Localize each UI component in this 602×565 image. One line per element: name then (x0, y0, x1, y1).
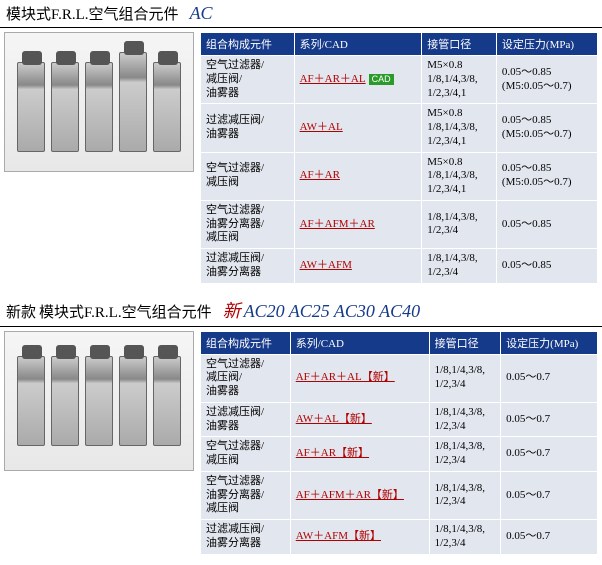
title-new-2: 新 (223, 301, 241, 321)
section-1: 模块式F.R.L.空气组合元件 AC 组合构成元件 系列/CAD 接管口径 设定… (0, 0, 602, 284)
cell-pressure: 0.05～0.7 (501, 520, 598, 555)
cell-port: 1/8,1/4,3/8,1/2,3/4 (429, 402, 501, 437)
cell-series: AW＋AFM (294, 249, 422, 284)
cell-port: 1/8,1/4,3/8,1/2,3/4 (422, 200, 497, 248)
table-row: 空气过滤器/减压阀 AF＋AR【新】 1/8,1/4,3/8,1/2,3/40.05… (201, 437, 598, 472)
table-header-row: 组合构成元件 系列/CAD 接管口径 设定压力(MPa) (201, 331, 598, 354)
col-port: 接管口径 (429, 331, 501, 354)
title-models-2: AC20 AC25 AC30 AC40 (244, 301, 421, 321)
cell-components: 过滤减压阀/油雾器 (201, 104, 295, 152)
table-header-row: 组合构成元件 系列/CAD 接管口径 设定压力(MPa) (201, 33, 598, 56)
spec-table-2: 组合构成元件 系列/CAD 接管口径 设定压力(MPa) 空气过滤器/减压阀/油… (200, 331, 598, 555)
cell-port: 1/8,1/4,3/8,1/2,3/4 (429, 471, 501, 519)
cell-series: AF＋AR＋AL【新】 (290, 354, 429, 402)
series-link[interactable]: AF＋AR【新】 (296, 447, 369, 459)
cell-port: 1/8,1/4,3/8,1/2,3/4 (429, 520, 501, 555)
spec-table-1: 组合构成元件 系列/CAD 接管口径 设定压力(MPa) 空气过滤器/减压阀/油… (200, 32, 598, 284)
title-row-1: 模块式F.R.L.空气组合元件 AC (0, 0, 602, 28)
title-series-1: AC (190, 3, 213, 23)
cell-components: 过滤减压阀/油雾分离器 (201, 249, 295, 284)
cell-series: AW＋AL (294, 104, 422, 152)
section-2: 新款 模块式F.R.L.空气组合元件 新 AC20 AC25 AC30 AC40… (0, 294, 602, 555)
series-link[interactable]: AW＋AFM (300, 259, 352, 271)
cell-series: AW＋AL【新】 (290, 402, 429, 437)
title-row-2: 新款 模块式F.R.L.空气组合元件 新 AC20 AC25 AC30 AC40 (0, 294, 602, 327)
title-prefix-2: 新款 (6, 305, 36, 321)
cell-components: 空气过滤器/减压阀 (201, 152, 295, 200)
cell-series: AF＋AR (294, 152, 422, 200)
cell-series: AW＋AFM【新】 (290, 520, 429, 555)
content-row-2: 组合构成元件 系列/CAD 接管口径 设定压力(MPa) 空气过滤器/减压阀/油… (0, 331, 602, 555)
content-row-1: 组合构成元件 系列/CAD 接管口径 设定压力(MPa) 空气过滤器/减压阀/油… (0, 32, 602, 284)
series-link[interactable]: AF＋AR (300, 169, 340, 181)
col-series: 系列/CAD (294, 33, 422, 56)
product-image-1 (4, 32, 194, 172)
cell-port: M5×0.81/8,1/4,3/8,1/2,3/4,1 (422, 152, 497, 200)
cell-pressure: 0.05～0.7 (501, 437, 598, 472)
table-row: 过滤减压阀/油雾器 AW＋AL M5×0.81/8,1/4,3/8,1/2,3/4,… (201, 104, 598, 152)
cell-port: 1/8,1/4,3/8,1/2,3/4 (429, 354, 501, 402)
series-link[interactable]: AW＋AFM【新】 (296, 530, 381, 542)
cell-pressure: 0.05～0.85 (496, 249, 597, 284)
cell-pressure: 0.05～0.85(M5:0.05～0.7) (496, 104, 597, 152)
title-main-1: 模块式F.R.L.空气组合元件 (6, 7, 179, 23)
series-link[interactable]: AF＋AFM＋AR【新】 (296, 489, 404, 501)
col-components: 组合构成元件 (201, 33, 295, 56)
col-components: 组合构成元件 (201, 331, 291, 354)
series-link[interactable]: AW＋AL【新】 (296, 413, 372, 425)
table-row: 空气过滤器/油雾分离器/减压阀 AF＋AFM＋AR【新】 1/8,1/4,3/8,1… (201, 471, 598, 519)
cell-pressure: 0.05～0.7 (501, 402, 598, 437)
cell-series: AF＋AR【新】 (290, 437, 429, 472)
col-series: 系列/CAD (290, 331, 429, 354)
table-row: 过滤减压阀/油雾分离器 AW＋AFM 1/8,1/4,3/8,1/2,3/40.05… (201, 249, 598, 284)
cell-components: 空气过滤器/减压阀/油雾器 (201, 56, 295, 104)
cell-pressure: 0.05～0.7 (501, 471, 598, 519)
cell-components: 空气过滤器/减压阀/油雾器 (201, 354, 291, 402)
table-row: 空气过滤器/减压阀 AF＋AR M5×0.81/8,1/4,3/8,1/2,3/4,… (201, 152, 598, 200)
cell-components: 空气过滤器/油雾分离器/减压阀 (201, 200, 295, 248)
col-pressure: 设定压力(MPa) (496, 33, 597, 56)
table-row: 过滤减压阀/油雾分离器 AW＋AFM【新】 1/8,1/4,3/8,1/2,3/40… (201, 520, 598, 555)
series-link[interactable]: AF＋AR＋AL【新】 (296, 371, 395, 383)
series-link[interactable]: AF＋AFM＋AR (300, 218, 375, 230)
table-row: 空气过滤器/减压阀/油雾器AF＋AR＋ALCADM5×0.81/8,1/4,3/… (201, 56, 598, 104)
cell-port: M5×0.81/8,1/4,3/8,1/2,3/4,1 (422, 56, 497, 104)
series-link[interactable]: AW＋AL (300, 121, 343, 133)
cell-port: 1/8,1/4,3/8,1/2,3/4 (422, 249, 497, 284)
title-main-2: 模块式F.R.L.空气组合元件 (39, 305, 212, 321)
cell-pressure: 0.05～0.85(M5:0.05～0.7) (496, 56, 597, 104)
series-link[interactable]: AF＋AR＋AL (300, 73, 366, 85)
cell-port: M5×0.81/8,1/4,3/8,1/2,3/4,1 (422, 104, 497, 152)
table-row: 空气过滤器/油雾分离器/减压阀 AF＋AFM＋AR 1/8,1/4,3/8,1/2,… (201, 200, 598, 248)
cell-pressure: 0.05～0.7 (501, 354, 598, 402)
cell-port: 1/8,1/4,3/8,1/2,3/4 (429, 437, 501, 472)
table-row: 过滤减压阀/油雾器 AW＋AL【新】 1/8,1/4,3/8,1/2,3/40.05… (201, 402, 598, 437)
cell-pressure: 0.05～0.85(M5:0.05～0.7) (496, 152, 597, 200)
cell-components: 过滤减压阀/油雾分离器 (201, 520, 291, 555)
cell-components: 过滤减压阀/油雾器 (201, 402, 291, 437)
cell-pressure: 0.05～0.85 (496, 200, 597, 248)
cell-series: AF＋AFM＋AR【新】 (290, 471, 429, 519)
col-port: 接管口径 (422, 33, 497, 56)
cell-series: AF＋AFM＋AR (294, 200, 422, 248)
cell-components: 空气过滤器/减压阀 (201, 437, 291, 472)
product-image-2 (4, 331, 194, 471)
cell-series: AF＋AR＋ALCAD (294, 56, 422, 104)
cad-badge-icon: CAD (369, 74, 394, 85)
cell-components: 空气过滤器/油雾分离器/减压阀 (201, 471, 291, 519)
col-pressure: 设定压力(MPa) (501, 331, 598, 354)
table-row: 空气过滤器/减压阀/油雾器 AF＋AR＋AL【新】 1/8,1/4,3/8,1/2,… (201, 354, 598, 402)
